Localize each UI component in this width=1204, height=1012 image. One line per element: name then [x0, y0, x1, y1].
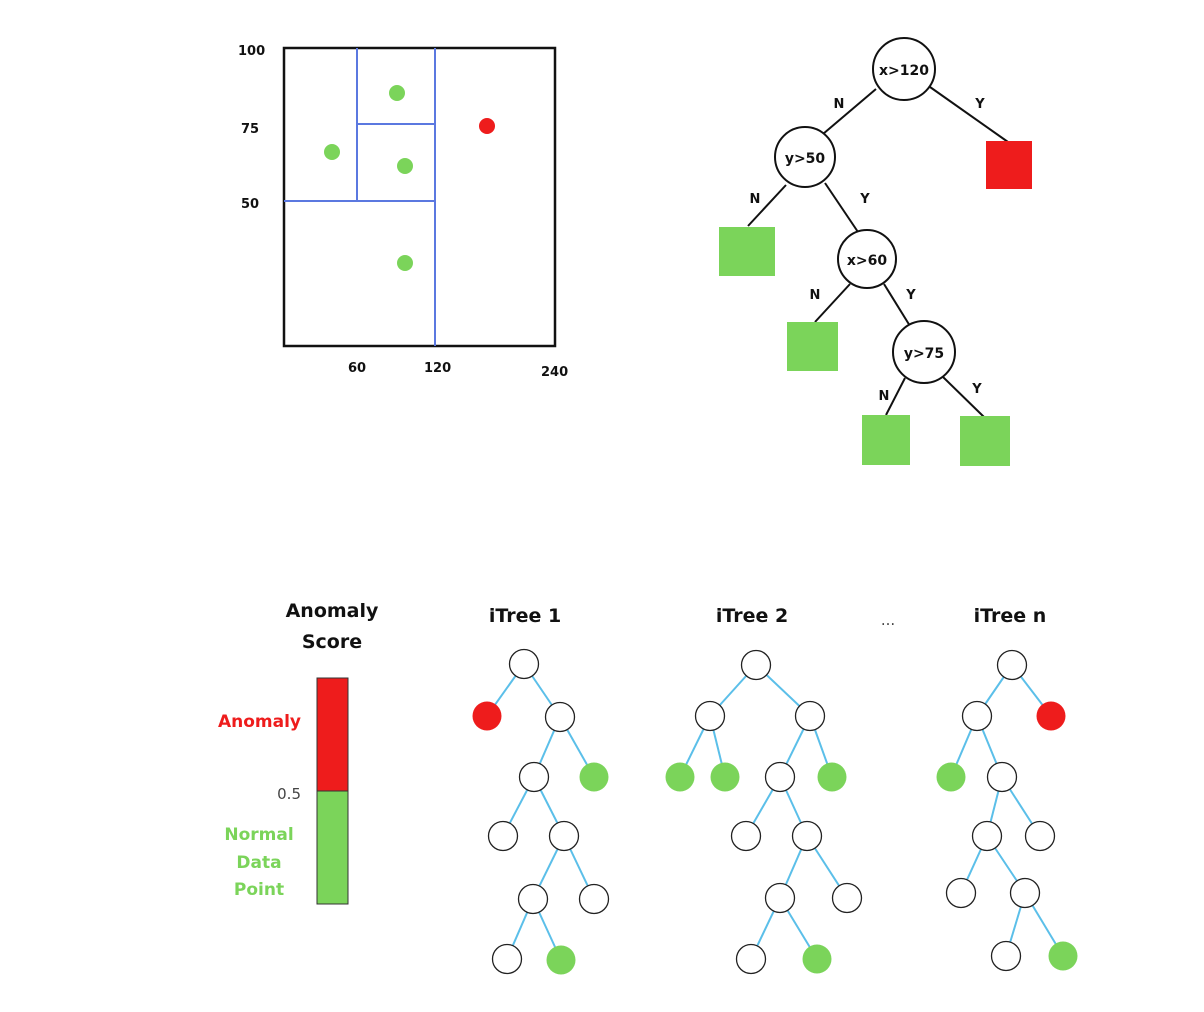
x-tick-120: 120 — [424, 361, 451, 376]
tree-leaf — [862, 415, 910, 465]
normal-label-line3: Point — [234, 880, 284, 900]
tree-leaf — [787, 322, 838, 371]
x-tick-240: 240 — [541, 365, 568, 380]
itree-n-title: iTree n — [974, 605, 1047, 627]
itree-node — [508, 648, 540, 680]
itree-normal-leaf — [817, 762, 847, 792]
branch-label-yes: Y — [859, 192, 870, 207]
y-tick-75: 75 — [241, 122, 259, 137]
branch-label-yes: Y — [974, 97, 985, 112]
itree-node — [986, 761, 1018, 793]
y-tick-100: 100 — [238, 44, 265, 59]
itree-node — [764, 882, 796, 914]
itree-node — [487, 820, 519, 852]
tree-edge — [885, 377, 906, 416]
itree-normal-leaf — [936, 762, 966, 792]
tree-edge — [822, 88, 877, 135]
decision-tree: x>120 y>50 x>60 y>75 N Y N Y N Y N Y — [719, 37, 1032, 466]
itree-normal-leaf — [710, 762, 740, 792]
tree-edge — [824, 182, 859, 233]
branch-label-yes: Y — [905, 288, 916, 303]
itree-node — [735, 943, 767, 975]
itree-node — [990, 940, 1022, 972]
plot-frame — [282, 46, 557, 348]
itree-node — [740, 649, 772, 681]
itree-nodes — [472, 648, 1078, 975]
itree-node — [945, 877, 977, 909]
tree-node-label: y>50 — [785, 151, 826, 167]
itree-node — [491, 943, 523, 975]
threshold-label: 0.5 — [277, 785, 301, 803]
tree-node-x-gt-60 — [837, 229, 897, 289]
itree-2-title: iTree 2 — [716, 605, 788, 627]
tree-node-y-gt-50 — [774, 126, 836, 188]
tree-node-label: y>75 — [904, 346, 944, 362]
score-bar-normal — [316, 790, 349, 905]
tree-edge — [747, 184, 787, 227]
tree-edge — [814, 283, 851, 323]
itree-node — [961, 700, 993, 732]
itree-node — [1024, 820, 1056, 852]
branch-label-yes: Y — [971, 382, 982, 397]
x-tick-60: 60 — [348, 361, 366, 376]
itree-node — [1009, 877, 1041, 909]
anomaly-point — [479, 118, 495, 134]
itree-anomaly-leaf — [472, 701, 502, 731]
itree-node — [831, 882, 863, 914]
itree-node — [544, 701, 576, 733]
normal-point — [397, 158, 413, 174]
itree-normal-leaf — [665, 762, 695, 792]
normal-point — [397, 255, 413, 271]
score-bar-anomaly — [316, 677, 349, 792]
tree-node-x-gt-120 — [872, 37, 936, 101]
normal-label-line2: Data — [236, 853, 281, 873]
itree-1-title: iTree 1 — [489, 605, 561, 627]
partition-plot: 100 75 50 60 120 240 — [238, 44, 568, 380]
tree-node-label: x>60 — [847, 253, 888, 269]
score-title-line1: Anomaly — [286, 600, 379, 622]
itree-normal-leaf — [579, 762, 609, 792]
tree-leaf — [719, 227, 775, 276]
itree-anomaly-leaf — [1036, 701, 1066, 731]
branch-label-no: N — [834, 97, 845, 112]
tree-edge — [883, 283, 911, 327]
itree-node — [791, 820, 823, 852]
isolation-forest: iTree 1 iTree 2 ... iTree n — [472, 605, 1078, 975]
itree-node — [730, 820, 762, 852]
tree-leaf — [960, 416, 1010, 466]
itree-node — [794, 700, 826, 732]
tree-node-label: x>120 — [879, 63, 929, 79]
branch-label-no: N — [879, 389, 890, 404]
normal-point — [389, 85, 405, 101]
anomaly-score-legend: Anomaly Score Anomaly 0.5 Normal Data Po… — [218, 600, 379, 905]
itree-node — [996, 649, 1028, 681]
itree-node — [548, 820, 580, 852]
y-tick-50: 50 — [241, 197, 259, 212]
score-title-line2: Score — [302, 631, 362, 653]
tree-edge — [942, 376, 985, 418]
anomaly-label: Anomaly — [218, 712, 301, 732]
tree-leaf — [986, 141, 1032, 189]
tree-edge — [929, 86, 1009, 143]
itree-node — [517, 883, 549, 915]
itree-normal-leaf — [1048, 941, 1078, 971]
branch-label-no: N — [810, 288, 821, 303]
forest-ellipsis: ... — [881, 611, 895, 629]
itree-node — [971, 820, 1003, 852]
itree-node — [578, 883, 610, 915]
normal-point — [324, 144, 340, 160]
itree-node — [764, 761, 796, 793]
itree-node — [694, 700, 726, 732]
branch-label-no: N — [750, 192, 761, 207]
normal-label-line1: Normal — [224, 825, 293, 845]
tree-node-y-gt-75 — [892, 320, 956, 384]
itree-normal-leaf — [546, 945, 576, 975]
itree-node — [518, 761, 550, 793]
itree-normal-leaf — [802, 944, 832, 974]
